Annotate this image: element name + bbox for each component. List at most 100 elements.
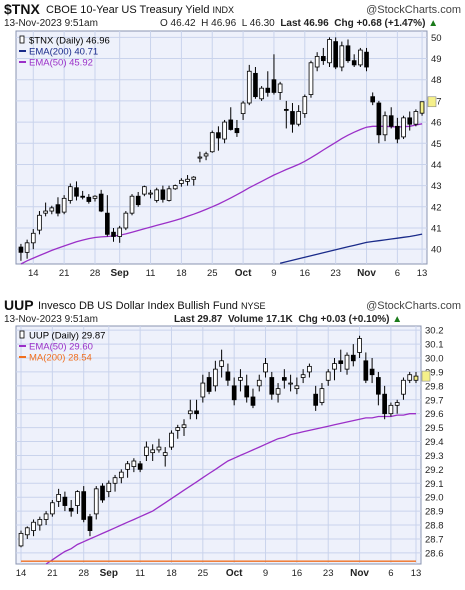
tnx-candle-body bbox=[67, 186, 73, 201]
tnx-candle-body bbox=[407, 117, 413, 125]
uup-candle-body bbox=[325, 371, 331, 381]
uup-x-tick-label: 14 bbox=[16, 568, 27, 579]
tnx-candle-body bbox=[271, 79, 277, 93]
uup-candle-body bbox=[206, 377, 212, 392]
tnx-x-tick-label: 23 bbox=[330, 268, 341, 279]
uup-y-tick-label: 29.7 bbox=[425, 395, 444, 406]
tnx-candle-body bbox=[179, 179, 184, 184]
tnx-y-tick-label: 40 bbox=[431, 245, 442, 256]
uup-y-tick-label: 29.3 bbox=[425, 451, 444, 462]
uup-legend-candle-icon bbox=[19, 330, 25, 339]
uup-description: Invesco DB US Dollar Index Bullish Fund … bbox=[38, 300, 266, 312]
tnx-candle-body bbox=[308, 62, 314, 95]
uup-y-tick-label: 29.9 bbox=[425, 367, 444, 378]
tnx-low: L 46.30 bbox=[241, 18, 275, 29]
uup-candle-body bbox=[376, 377, 381, 395]
tnx-current-value-marker bbox=[427, 96, 437, 108]
uup-candle-body bbox=[225, 371, 231, 381]
tnx-candle-body bbox=[55, 204, 61, 214]
tnx-up-arrow-icon: ▲ bbox=[428, 18, 439, 29]
tnx-candle-body bbox=[401, 117, 406, 138]
uup-x-tick-label: 6 bbox=[388, 568, 393, 579]
tnx-y-tick-label: 45 bbox=[431, 139, 442, 150]
tnx-candle-body bbox=[148, 192, 153, 195]
tnx-last: Last 46.96 bbox=[280, 18, 329, 29]
uup-candle-body bbox=[238, 377, 243, 381]
tnx-candle-body bbox=[18, 246, 24, 253]
tnx-candle-body bbox=[376, 102, 382, 136]
uup-header: UUP Invesco DB US Dollar Index Bullish F… bbox=[0, 296, 465, 314]
tnx-legend-candle-icon bbox=[19, 35, 25, 44]
tnx-candle-body bbox=[123, 212, 129, 229]
tnx-legend-label: $TNX (Daily) 46.96 bbox=[29, 36, 110, 47]
uup-legend-label: UUP (Daily) 29.87 bbox=[29, 331, 105, 342]
tnx-candle-body bbox=[80, 195, 85, 198]
uup-candle-body bbox=[87, 516, 93, 531]
tnx-candle-body bbox=[253, 72, 258, 98]
uup-x-tick-label: Sep bbox=[100, 568, 118, 579]
tnx-x-tick-label: 25 bbox=[207, 268, 218, 279]
uup-y-tick-label: 29.8 bbox=[425, 381, 444, 392]
tnx-date: 13-Nov-2023 9:51am bbox=[4, 18, 98, 29]
tnx-candle-body bbox=[197, 156, 203, 159]
tnx-candle-body bbox=[321, 56, 326, 62]
uup-candle-body bbox=[269, 377, 275, 395]
uup-exchange: NYSE bbox=[241, 301, 266, 311]
uup-y-tick-label: 28.6 bbox=[425, 548, 444, 559]
uup-candle-body bbox=[37, 519, 43, 526]
tnx-candle-body bbox=[259, 87, 264, 100]
uup-brand: @StockCharts.com bbox=[366, 300, 461, 312]
tnx-ema50-line bbox=[20, 123, 423, 265]
tnx-candle-body bbox=[345, 45, 351, 62]
uup-candle-body bbox=[250, 396, 256, 406]
uup-candle-body bbox=[181, 424, 187, 429]
tnx-x-tick-label: 28 bbox=[90, 268, 101, 279]
tnx-y-tick-label: 49 bbox=[431, 54, 442, 65]
uup-candle-body bbox=[388, 404, 394, 415]
tnx-candle-body bbox=[172, 185, 178, 190]
uup-candle-body bbox=[175, 427, 181, 431]
uup-candle-body bbox=[169, 432, 174, 448]
tnx-x-tick-label: Nov bbox=[357, 268, 376, 279]
tnx-candle-body bbox=[333, 41, 338, 68]
uup-candle-body bbox=[187, 410, 193, 415]
uup-candle-body bbox=[200, 382, 206, 398]
tnx-open: O 46.42 bbox=[160, 18, 196, 29]
uup-last: Last 29.87 bbox=[174, 314, 223, 325]
tnx-candle-body bbox=[370, 96, 376, 103]
uup-y-tick-label: 29.6 bbox=[425, 409, 444, 420]
tnx-candle-body bbox=[98, 193, 104, 212]
uup-candle-body bbox=[43, 513, 49, 520]
tnx-chg: Chg +0.68 (+1.47%) bbox=[334, 18, 426, 29]
tnx-candle-body bbox=[382, 115, 388, 136]
uup-candle-body bbox=[275, 388, 281, 395]
uup-x-tick-label: 9 bbox=[263, 568, 268, 579]
uup-x-tick-label: 13 bbox=[411, 568, 422, 579]
tnx-y-tick-label: 50 bbox=[431, 33, 442, 44]
tnx-candle-body bbox=[364, 51, 369, 68]
tnx-candle-body bbox=[117, 227, 122, 237]
uup-x-tick-label: 21 bbox=[47, 568, 58, 579]
tnx-quote: O 46.42 H 46.96 L 46.30 Last 46.96 Chg +… bbox=[160, 18, 438, 29]
tnx-candle-body bbox=[290, 111, 295, 125]
uup-candle-body bbox=[219, 360, 224, 367]
tnx-high: H 46.96 bbox=[201, 18, 237, 29]
uup-legend-label: EMA(50) 29.60 bbox=[29, 342, 93, 353]
uup-candle-body bbox=[288, 382, 293, 385]
tnx-brand: @StockCharts.com bbox=[366, 4, 461, 16]
tnx-candle-body bbox=[265, 87, 271, 93]
uup-candle-body bbox=[62, 496, 68, 506]
uup-y-tick-label: 28.8 bbox=[425, 521, 444, 532]
uup-desc-text: Invesco DB US Dollar Index Bullish Fund bbox=[38, 300, 238, 312]
uup-x-tick-label: Nov bbox=[350, 568, 369, 579]
tnx-exchange: INDX bbox=[212, 5, 235, 15]
tnx-candle-body bbox=[86, 196, 92, 202]
tnx-candle-body bbox=[24, 242, 30, 253]
uup-ema50-line bbox=[45, 413, 416, 565]
tnx-y-tick-label: 43 bbox=[431, 181, 442, 192]
tnx-candle-body bbox=[222, 121, 227, 140]
uup-candle-body bbox=[18, 532, 24, 547]
tnx-candle-body bbox=[160, 189, 166, 200]
tnx-candle-body bbox=[419, 101, 425, 114]
